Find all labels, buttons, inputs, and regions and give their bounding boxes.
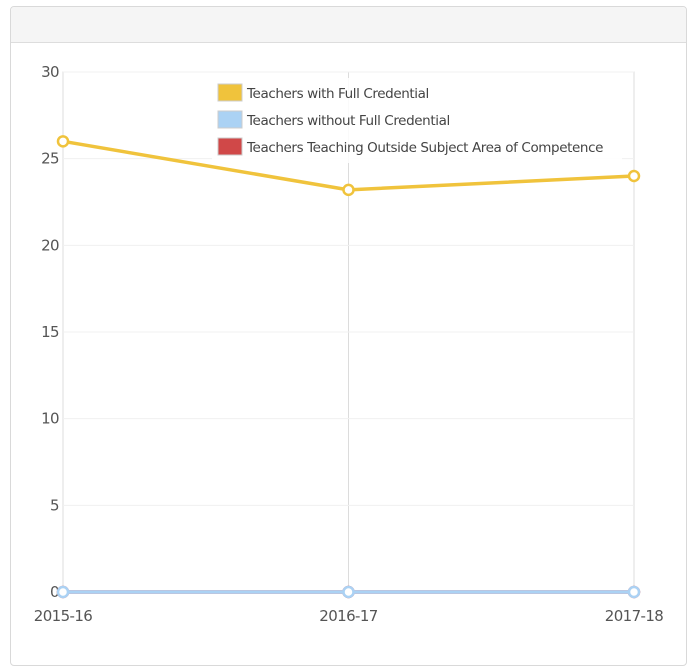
legend: Teachers with Full Credential Teachers wi… <box>212 78 622 163</box>
legend-label: Teachers with Full Credential <box>246 86 429 102</box>
panel-header <box>11 7 686 43</box>
legend-label: Teachers Teaching Outside Subject Area o… <box>246 140 603 156</box>
legend-swatch <box>217 110 243 129</box>
y-tick-label: 15 <box>41 323 59 341</box>
line-chart: 0 5 10 15 20 25 30 2015-16 2016-17 2017-18 Teache… <box>34 63 664 625</box>
x-tick-label: 2017-18 <box>605 607 664 625</box>
legend-swatch <box>217 137 243 156</box>
y-tick-label: 25 <box>41 150 59 168</box>
axis-layer: 0 5 10 15 20 25 30 2015-16 2016-17 2017-18 <box>34 63 664 625</box>
data-point <box>627 169 641 183</box>
data-point <box>56 585 70 599</box>
y-tick-label: 20 <box>41 236 59 254</box>
data-point <box>56 135 70 148</box>
y-tick-label: 30 <box>41 63 59 81</box>
data-point <box>342 585 355 599</box>
x-tick-label: 2015-16 <box>34 607 93 625</box>
y-tick-label: 10 <box>41 410 59 428</box>
series-layer <box>56 135 641 599</box>
y-tick-label: 0 <box>50 583 59 601</box>
y-tick-label: 5 <box>50 496 59 514</box>
data-point <box>342 183 355 197</box>
legend-swatch <box>217 83 243 102</box>
x-tick-label: 2016-17 <box>319 607 378 625</box>
legend-label: Teachers without Full Credential <box>246 113 450 129</box>
legend-background <box>212 78 622 163</box>
data-point <box>627 585 641 599</box>
